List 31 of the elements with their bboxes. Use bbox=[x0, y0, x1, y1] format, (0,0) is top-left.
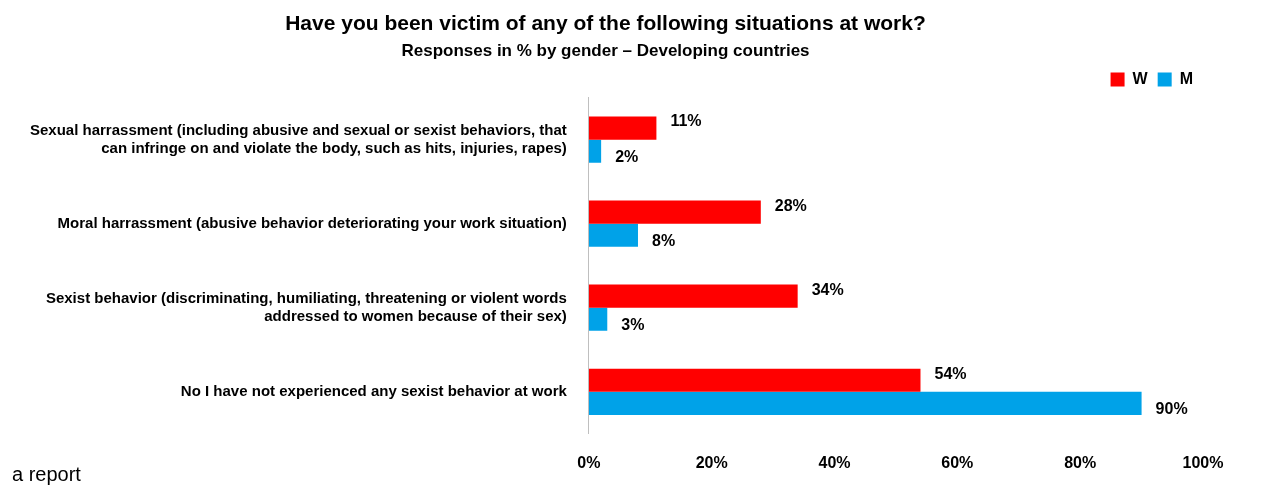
x-tick-label: 100% bbox=[1182, 453, 1224, 471]
text: a report bbox=[12, 462, 82, 485]
y-tick-label: Moral harrassment (abusive behavior deteriorating your work situation) bbox=[57, 213, 567, 231]
x-tick-label: 40% bbox=[818, 453, 851, 471]
data-label: 90% bbox=[1155, 399, 1188, 417]
data-label: 8% bbox=[651, 231, 676, 249]
x-tick-label: 0% bbox=[577, 453, 601, 471]
bar bbox=[588, 368, 921, 392]
bar bbox=[588, 223, 638, 247]
bar bbox=[588, 200, 761, 224]
chart-title: Have you been victim of any of the following situations at work? bbox=[285, 11, 926, 35]
y-tick-label: Sexist behavior (discriminating, humiliating, threatening or violent words addressed to women because of their sex) bbox=[45, 288, 567, 324]
bar bbox=[588, 307, 608, 331]
legend-label: W bbox=[1132, 70, 1149, 88]
data-label: 34% bbox=[811, 280, 844, 298]
x-tick-label: 80% bbox=[1064, 453, 1097, 471]
legend-label: M bbox=[1179, 70, 1193, 88]
y-tick-label: No I have not experienced any sexist behavior at work bbox=[180, 381, 568, 399]
data-label: 28% bbox=[774, 196, 807, 214]
data-label: 54% bbox=[934, 364, 967, 382]
data-label: 11% bbox=[670, 112, 702, 130]
bar bbox=[588, 284, 798, 308]
x-tick-label: 60% bbox=[941, 453, 974, 471]
data-label: 3% bbox=[621, 315, 645, 333]
bar bbox=[588, 391, 1142, 415]
bar bbox=[588, 139, 602, 163]
y-tick-label: Sexual harrassment (including abusive and sexual or sexist behaviors, that can infringe on and violate the body, such as hits, injuries, rapes) bbox=[29, 120, 567, 156]
data-label: 2% bbox=[615, 147, 639, 165]
x-tick-label: 20% bbox=[695, 453, 728, 471]
chart-subtitle: Responses in % by gender – Developing countries bbox=[401, 41, 810, 61]
bar bbox=[588, 116, 657, 140]
